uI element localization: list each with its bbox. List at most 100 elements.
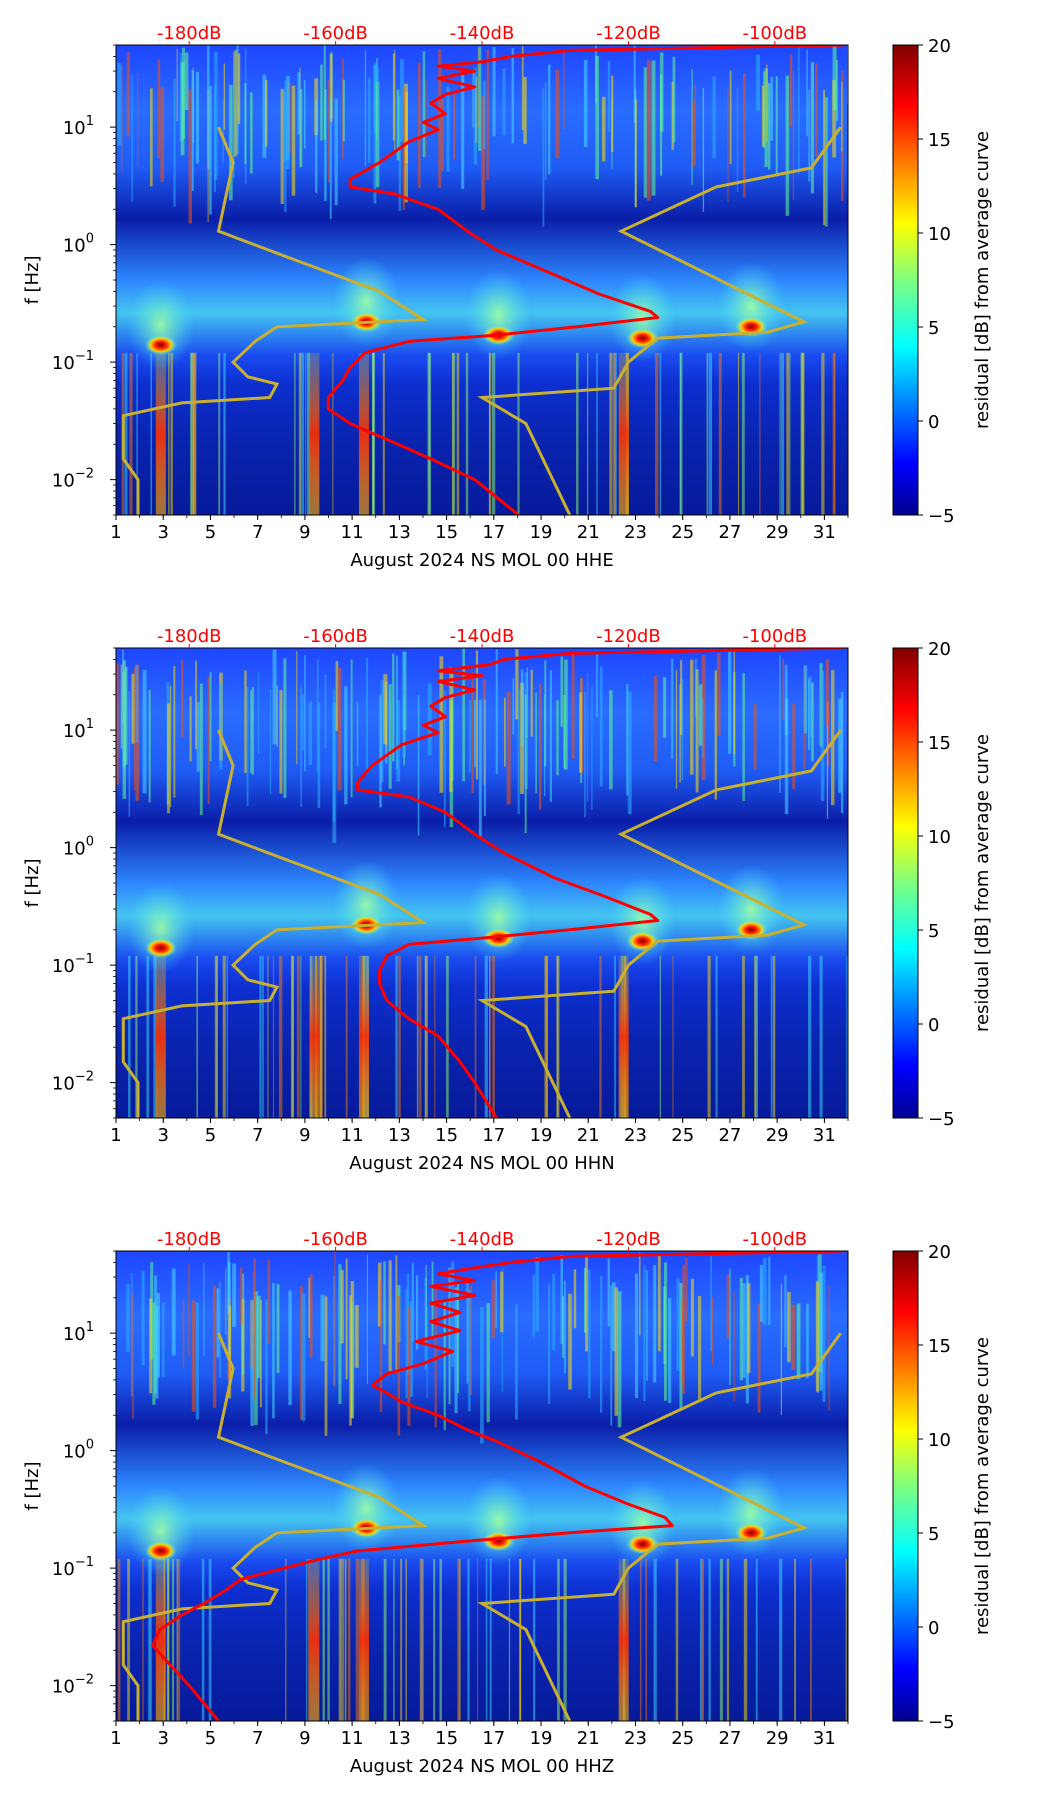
- x-tick-label: 25: [671, 1728, 694, 1749]
- heatmap-streak: [132, 1292, 134, 1420]
- heatmap-streak: [715, 955, 718, 1118]
- x-tick-label: 3: [157, 522, 168, 543]
- average-psd-line: [356, 648, 845, 1118]
- heatmap-streak: [250, 92, 253, 174]
- heatmap-streak: [770, 77, 773, 141]
- heatmap-streak: [792, 70, 795, 200]
- top-db-label: -160dB: [303, 23, 368, 44]
- heatmap-streak: [486, 49, 489, 181]
- microseism-glow: [126, 279, 195, 370]
- x-tick-label: 11: [341, 1728, 364, 1749]
- x-tick-label: 7: [252, 1728, 263, 1749]
- x-tick-label: 17: [482, 1728, 505, 1749]
- colorbar-frame: [892, 44, 919, 516]
- bright-day-band: [309, 955, 320, 1118]
- heatmap-streak: [504, 697, 506, 767]
- hotspot: [144, 1540, 177, 1561]
- y-tick-base: 10: [63, 118, 86, 139]
- heatmap-streak: [846, 955, 848, 1118]
- heatmap-streak: [133, 667, 136, 791]
- x-tick-label: 15: [435, 1728, 458, 1749]
- heatmap-streak: [169, 685, 172, 808]
- heatmap-streak: [808, 90, 811, 182]
- heatmap-streak: [262, 955, 264, 1118]
- heatmap-streak: [584, 691, 586, 818]
- y-tick-base: 10: [52, 353, 75, 374]
- x-tick-label: 15: [435, 522, 458, 543]
- heatmap-streak: [305, 352, 307, 515]
- heatmap-streak: [191, 70, 194, 192]
- x-tick-label: 23: [624, 1728, 647, 1749]
- heatmap-streak: [643, 67, 647, 198]
- bright-day-band: [618, 352, 629, 515]
- x-tick-label: 17: [482, 522, 505, 543]
- microseism-glow: [464, 270, 533, 361]
- x-tick-label: 1: [110, 1728, 121, 1749]
- heatmap-streak: [695, 669, 699, 793]
- x-tick-label: 9: [299, 1728, 310, 1749]
- heatmap-streak: [822, 1265, 826, 1403]
- heatmap-streak: [576, 352, 579, 515]
- heatmap-streak: [456, 352, 460, 515]
- y-tick-base: 10: [52, 1074, 75, 1095]
- heatmap-streak: [573, 1269, 577, 1329]
- heatmap-streak: [345, 955, 348, 1118]
- heatmap-streak: [737, 352, 740, 515]
- heatmap-streak: [679, 352, 683, 515]
- heatmap-streak: [508, 1558, 511, 1721]
- hotspot: [482, 928, 515, 949]
- heatmap-streak: [692, 100, 695, 168]
- heatmap-streak: [798, 46, 800, 174]
- hotspot: [626, 931, 659, 952]
- heatmap-streak: [191, 1300, 196, 1412]
- heatmap-streak: [257, 672, 260, 754]
- x-tick-label: 15: [435, 1125, 458, 1146]
- heatmap-streak: [121, 65, 123, 172]
- x-tick-label: 27: [718, 522, 741, 543]
- heatmap-streak: [366, 1254, 369, 1384]
- heatmap-streak: [116, 663, 119, 785]
- heatmap-streak: [743, 1558, 748, 1721]
- heatmap-streak: [728, 650, 732, 754]
- heatmap-streak: [685, 1258, 688, 1322]
- colorbar-label: residual [dB] from average curve: [972, 131, 993, 429]
- heatmap-streak: [332, 352, 334, 515]
- heatmap-streak: [425, 80, 427, 159]
- heatmap-streak: [710, 1256, 712, 1352]
- heatmap-streak: [195, 1302, 200, 1420]
- heatmap-streak: [162, 1302, 165, 1378]
- heatmap-streak: [538, 684, 542, 810]
- heatmap-streak: [786, 352, 790, 515]
- heatmap-streak: [690, 659, 694, 775]
- heatmap-streak: [181, 659, 184, 738]
- heatmap-streak: [279, 690, 283, 794]
- x-tick-label: 13: [388, 1728, 411, 1749]
- heatmap-streak: [223, 352, 226, 515]
- heatmap-streak: [718, 352, 722, 515]
- heatmap-streak: [517, 688, 520, 814]
- x-tick-label: 9: [299, 522, 310, 543]
- x-tick-label: 25: [671, 522, 694, 543]
- y-tick-label: 10−2: [52, 1673, 94, 1698]
- heatmap-streak: [425, 955, 428, 1118]
- y-tick-exponent: 1: [86, 114, 94, 129]
- y-tick-base: 10: [63, 839, 86, 860]
- heatmap-streak: [315, 99, 318, 193]
- heatmap-streak: [129, 352, 133, 515]
- bright-day-band: [155, 955, 166, 1118]
- x-tick-label: 19: [530, 1125, 553, 1146]
- heatmap-streak: [634, 1273, 639, 1399]
- heatmap-streak: [291, 85, 296, 196]
- heatmap-streak: [296, 955, 300, 1118]
- heatmap-streak: [240, 1267, 243, 1325]
- heatmap-streak: [824, 97, 828, 227]
- heatmap-streak: [419, 955, 422, 1118]
- heatmap-streak: [477, 1558, 479, 1721]
- heatmap-streak: [770, 955, 773, 1118]
- microseism-glow: [717, 864, 786, 955]
- heatmap-streak: [222, 99, 224, 164]
- heatmap-streak: [801, 352, 805, 515]
- y-axis-label: f [Hz]: [22, 255, 43, 304]
- high-noise-model-line: [477, 126, 842, 515]
- top-db-label: -140dB: [450, 626, 515, 647]
